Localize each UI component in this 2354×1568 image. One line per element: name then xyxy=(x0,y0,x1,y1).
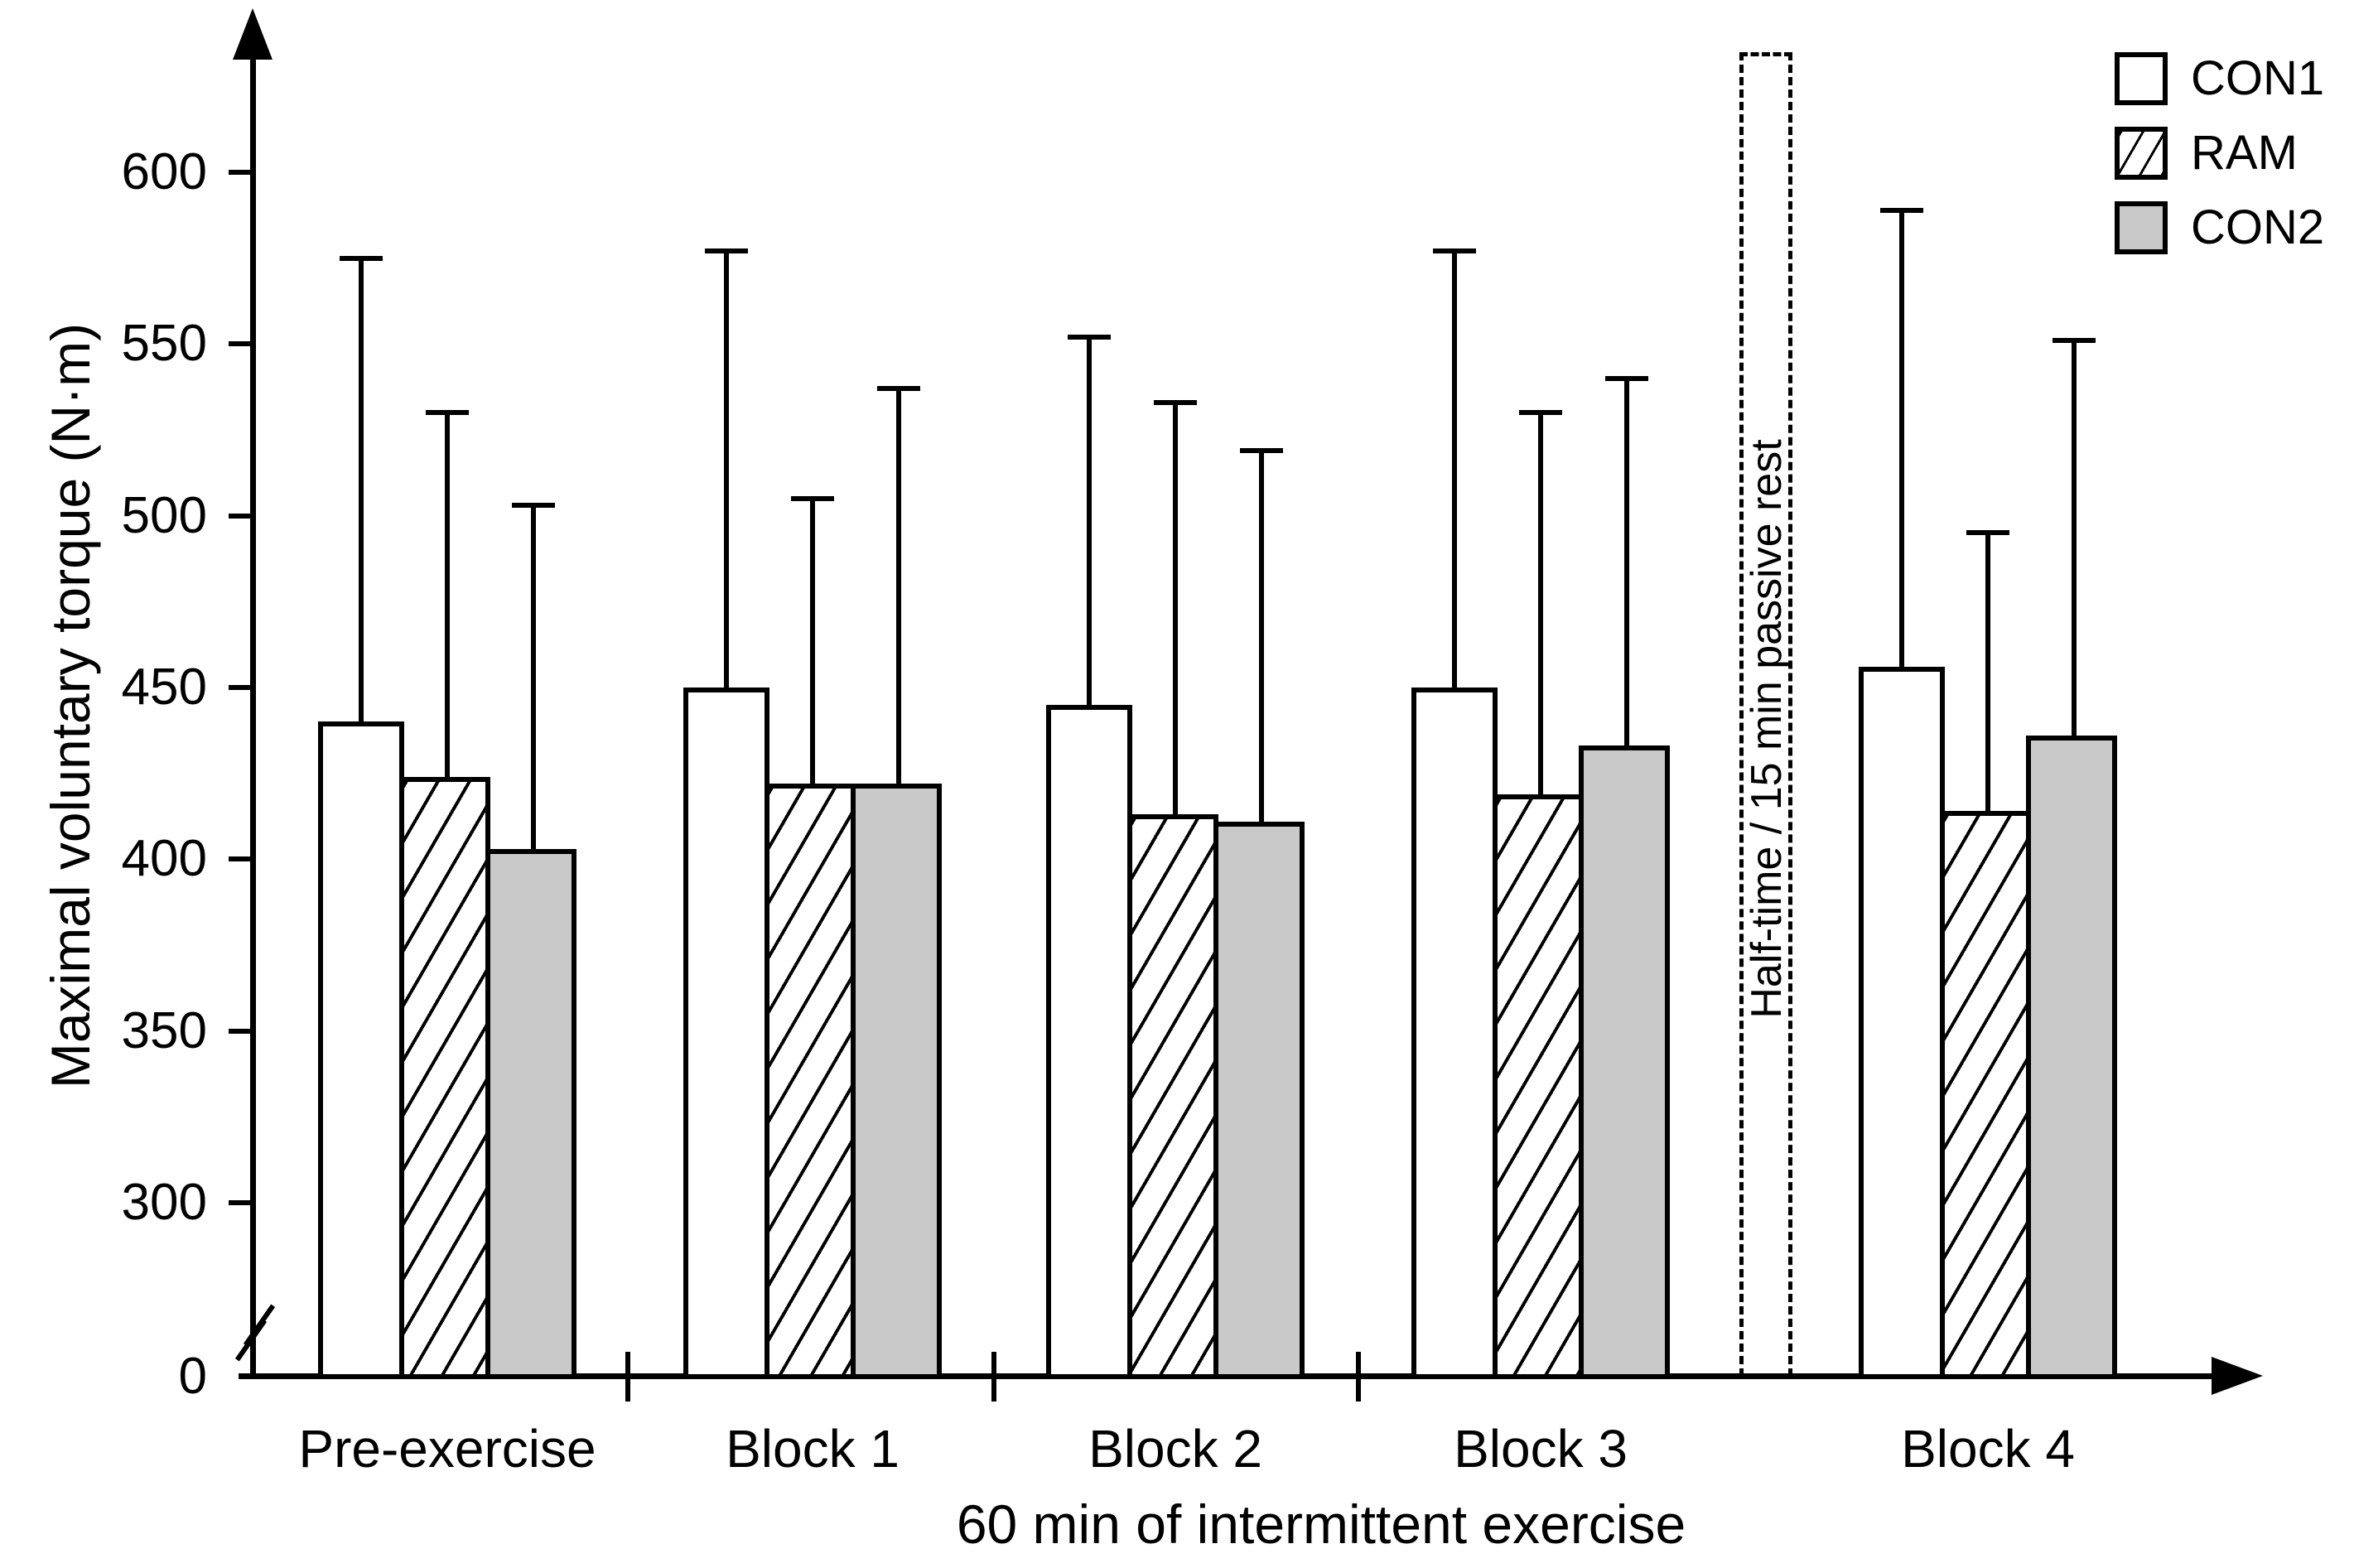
half-time-label: Half-time / 15 min passive rest xyxy=(1743,439,1791,1019)
category-label-pre-exercise: Pre-exercise xyxy=(298,1419,596,1479)
y-tick xyxy=(229,514,253,519)
error-bar-cap xyxy=(426,410,469,415)
half-time-box xyxy=(1739,52,1792,1377)
legend-label: CON1 xyxy=(2191,51,2325,105)
y-tick xyxy=(229,170,253,175)
axis-break-icon xyxy=(243,1304,276,1347)
error-bar-stem xyxy=(445,413,450,780)
category-label-block-1: Block 1 xyxy=(726,1419,900,1479)
group-separator-tick xyxy=(991,1352,996,1402)
error-bar-stem xyxy=(1538,413,1543,798)
error-bar-stem xyxy=(1899,210,1904,670)
error-bar-stem xyxy=(1985,533,1990,814)
error-bar-stem xyxy=(1452,251,1457,691)
y-tick-label: 450 xyxy=(121,659,207,716)
error-bar-cap xyxy=(791,496,834,501)
bar-con1-block-1 xyxy=(683,688,769,1379)
error-bar-cap xyxy=(1966,530,2009,535)
category-label-block-2: Block 2 xyxy=(1088,1419,1262,1479)
error-bar-cap xyxy=(2053,338,2096,343)
bar-con1-block-4 xyxy=(1859,667,1945,1379)
bar-con1-block-3 xyxy=(1411,688,1498,1379)
error-bar-cap xyxy=(1519,410,1562,415)
error-bar-cap xyxy=(340,256,383,261)
bar-con2-pre-exercise xyxy=(485,849,576,1379)
error-bar-stem xyxy=(1259,451,1264,825)
group-separator-tick xyxy=(1356,1352,1361,1402)
y-tick-label: 350 xyxy=(121,1002,207,1059)
error-bar-cap xyxy=(705,248,748,253)
error-bar-stem xyxy=(896,388,901,787)
y-axis-arrow-icon xyxy=(233,8,273,60)
category-label-block-3: Block 3 xyxy=(1454,1419,1628,1479)
legend-label: CON2 xyxy=(2191,200,2325,254)
y-axis-line xyxy=(250,37,256,1377)
bar-ram-block-2 xyxy=(1127,814,1218,1379)
y-tick xyxy=(229,685,253,690)
error-bar-stem xyxy=(1173,403,1178,818)
y-tick-label: 500 xyxy=(121,487,207,544)
y-tick-label: 550 xyxy=(121,315,207,372)
error-bar-cap xyxy=(512,503,555,508)
bar-con1-pre-exercise xyxy=(318,721,404,1379)
legend-swatch-con2-icon xyxy=(2115,201,2168,254)
error-bar-cap xyxy=(1433,248,1476,253)
y-tick-label: 0 xyxy=(178,1348,207,1405)
bar-con2-block-3 xyxy=(1579,745,1670,1379)
y-tick-label: 400 xyxy=(121,830,207,887)
error-bar-cap xyxy=(1068,335,1111,340)
bar-con2-block-1 xyxy=(851,784,942,1379)
error-bar-cap xyxy=(1154,400,1197,405)
error-bar-stem xyxy=(1087,337,1092,708)
bar-con2-block-4 xyxy=(2026,736,2117,1379)
y-axis-title: Maximal voluntary torque (N·m) xyxy=(40,322,101,1089)
bar-con2-block-2 xyxy=(1213,822,1305,1379)
error-bar-cap xyxy=(1240,448,1283,453)
error-bar-stem xyxy=(1624,379,1629,749)
x-axis-title: 60 min of intermittent exercise xyxy=(956,1493,1686,1555)
y-tick xyxy=(229,856,253,861)
bar-con1-block-2 xyxy=(1046,705,1132,1379)
group-separator-tick xyxy=(625,1352,630,1402)
legend-label: RAM xyxy=(2191,126,2298,180)
error-bar-cap xyxy=(877,386,920,391)
error-bar-stem xyxy=(724,251,729,691)
error-bar-cap xyxy=(1880,208,1923,213)
bar-ram-block-4 xyxy=(1940,811,2031,1379)
legend-swatch-con1-icon xyxy=(2115,52,2168,105)
bar-ram-block-3 xyxy=(1493,794,1584,1379)
y-tick xyxy=(229,341,253,346)
x-axis-arrow-icon xyxy=(2212,1357,2263,1395)
bar-ram-pre-exercise xyxy=(399,777,490,1379)
error-bar-stem xyxy=(531,505,536,852)
y-tick-label: 300 xyxy=(121,1174,207,1231)
error-bar-stem xyxy=(2072,340,2077,739)
y-tick-label: 600 xyxy=(121,143,207,200)
error-bar-stem xyxy=(359,258,364,725)
error-bar-stem xyxy=(810,499,815,787)
y-tick xyxy=(229,1200,253,1205)
y-tick xyxy=(229,1029,253,1034)
error-bar-cap xyxy=(1605,376,1648,381)
legend-swatch-ram-icon xyxy=(2115,127,2168,180)
category-label-block-4: Block 4 xyxy=(1901,1419,2075,1479)
bar-ram-block-1 xyxy=(765,784,856,1379)
